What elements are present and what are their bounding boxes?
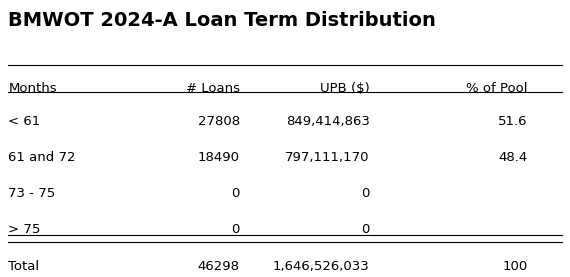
Text: BMWOT 2024-A Loan Term Distribution: BMWOT 2024-A Loan Term Distribution — [9, 11, 436, 30]
Text: 1,646,526,033: 1,646,526,033 — [273, 260, 370, 273]
Text: 48.4: 48.4 — [498, 151, 528, 164]
Text: 18490: 18490 — [198, 151, 240, 164]
Text: 46298: 46298 — [198, 260, 240, 273]
Text: 0: 0 — [361, 223, 370, 236]
Text: Months: Months — [9, 82, 57, 95]
Text: 73 - 75: 73 - 75 — [9, 187, 56, 200]
Text: 0: 0 — [231, 187, 240, 200]
Text: < 61: < 61 — [9, 115, 40, 128]
Text: % of Pool: % of Pool — [466, 82, 528, 95]
Text: 51.6: 51.6 — [498, 115, 528, 128]
Text: # Loans: # Loans — [186, 82, 240, 95]
Text: UPB ($): UPB ($) — [320, 82, 370, 95]
Text: 797,111,170: 797,111,170 — [285, 151, 370, 164]
Text: 0: 0 — [231, 223, 240, 236]
Text: 61 and 72: 61 and 72 — [9, 151, 76, 164]
Text: 27808: 27808 — [198, 115, 240, 128]
Text: 849,414,863: 849,414,863 — [286, 115, 370, 128]
Text: 0: 0 — [361, 187, 370, 200]
Text: Total: Total — [9, 260, 39, 273]
Text: 100: 100 — [503, 260, 528, 273]
Text: > 75: > 75 — [9, 223, 41, 236]
